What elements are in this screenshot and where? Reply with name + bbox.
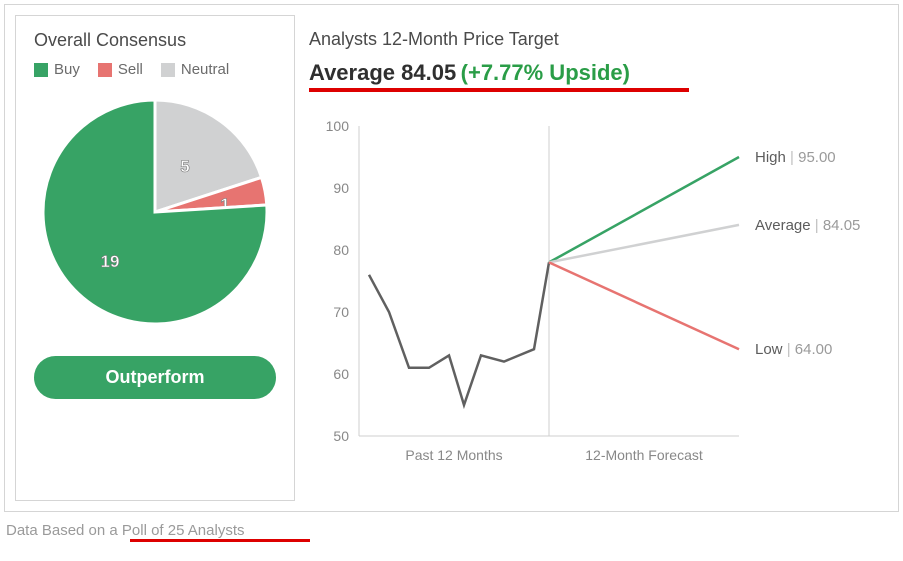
- average-headline: Average 84.05 (+7.77% Upside): [309, 60, 884, 86]
- legend-neutral: Neutral: [161, 61, 229, 78]
- price-target-card: Analysts 12-Month Price Target Average 8…: [305, 15, 888, 501]
- label-forecast-12m: 12-Month Forecast: [585, 447, 703, 463]
- pie-count-buy: 19: [101, 252, 120, 271]
- ytick-90: 90: [333, 180, 349, 196]
- legend-row: Buy Sell Neutral: [34, 61, 276, 78]
- forecast-avg-line: [549, 225, 739, 263]
- swatch-neutral: [161, 63, 175, 77]
- ytick-80: 80: [333, 242, 349, 258]
- footer-underline: [130, 539, 310, 542]
- upside-text: (+7.77% Upside): [461, 60, 630, 85]
- ytick-70: 70: [333, 304, 349, 320]
- forecast-high-line: [549, 157, 739, 262]
- swatch-buy: [34, 63, 48, 77]
- pie-chart: 5119: [34, 92, 276, 332]
- label-high: High | 95.00: [755, 149, 836, 166]
- label-low: Low | 64.00: [755, 341, 832, 358]
- legend-buy: Buy: [34, 61, 80, 78]
- analyst-widget: Overall Consensus Buy Sell Neutral 5119 …: [4, 4, 899, 512]
- target-title: Analysts 12-Month Price Target: [309, 29, 884, 50]
- past-price-line: [369, 262, 549, 405]
- legend-sell-label: Sell: [118, 61, 143, 78]
- pie-count-neutral: 5: [180, 157, 189, 176]
- headline-underline: [309, 88, 689, 92]
- consensus-title: Overall Consensus: [34, 30, 276, 51]
- footer-note: Data Based on a Poll of 25 Analysts: [4, 522, 899, 539]
- legend-sell: Sell: [98, 61, 143, 78]
- legend-buy-label: Buy: [54, 61, 80, 78]
- ytick-100: 100: [326, 118, 350, 134]
- outperform-button[interactable]: Outperform: [34, 356, 276, 399]
- ytick-50: 50: [333, 428, 349, 444]
- legend-neutral-label: Neutral: [181, 61, 229, 78]
- ytick-60: 60: [333, 366, 349, 382]
- consensus-card: Overall Consensus Buy Sell Neutral 5119 …: [15, 15, 295, 501]
- forecast-chart: 50 60 70 80 90 100 High | 95.00 Average | 84.05…: [309, 106, 884, 491]
- swatch-sell: [98, 63, 112, 77]
- average-value-text: Average 84.05: [309, 60, 456, 85]
- label-past-12m: Past 12 Months: [405, 447, 502, 463]
- label-average: Average | 84.05: [755, 217, 860, 234]
- forecast-low-line: [549, 262, 739, 349]
